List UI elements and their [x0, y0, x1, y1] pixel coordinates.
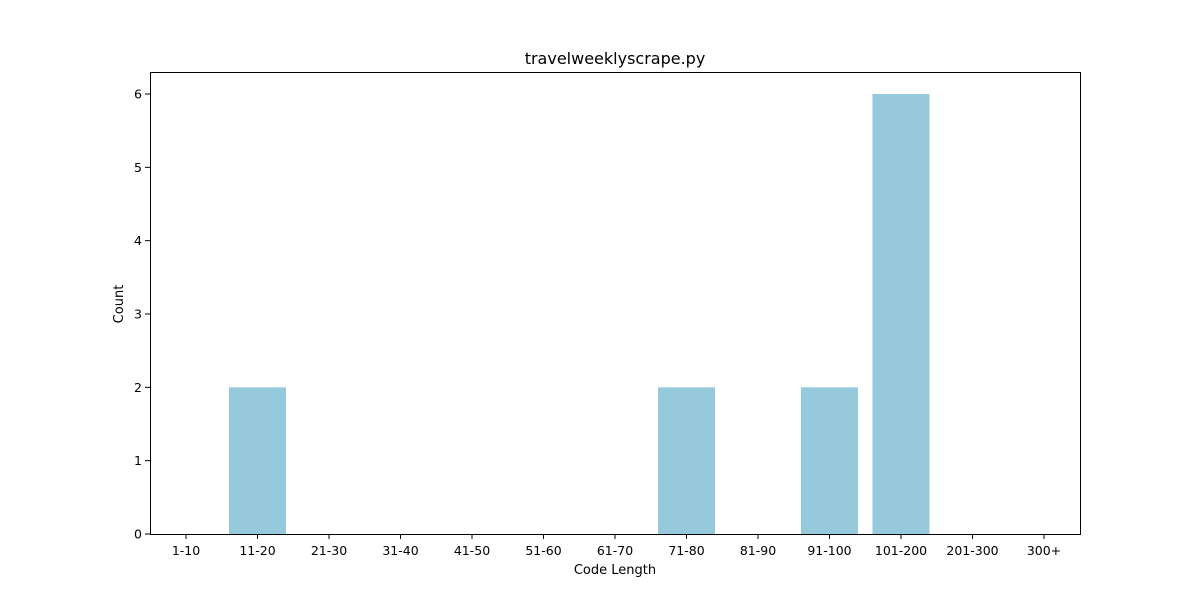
bar-71-80: [658, 387, 715, 534]
bar-91-100: [801, 387, 858, 534]
x-tick-label: 81-90: [740, 543, 776, 558]
x-tick-label: 51-60: [525, 543, 561, 558]
y-tick-label: 6: [134, 87, 142, 102]
x-tick-label: 91-100: [807, 543, 851, 558]
y-tick-label: 4: [134, 233, 142, 248]
y-axis-label: Count: [112, 285, 127, 324]
y-axis: 0 1 2 3 4 5 6: [134, 87, 150, 542]
y-tick-label: 5: [134, 160, 142, 175]
x-axis: 1-10 11-20 21-30 31-40 41-50 51-60 61-70 71-80 8…: [172, 534, 1061, 558]
y-tick-label: 0: [134, 527, 142, 542]
bar-101-200: [872, 94, 930, 534]
y-tick-label: 1: [134, 453, 142, 468]
x-tick-label: 11-20: [239, 543, 275, 558]
chart-title: travelweeklyscrape.py: [525, 49, 706, 68]
x-tick-label: 101-200: [875, 543, 927, 558]
y-tick-label: 3: [134, 307, 142, 322]
bar-11-20: [229, 387, 286, 534]
bars-group: [229, 94, 930, 534]
plot-frame: [150, 72, 1081, 535]
x-tick-label: 61-70: [597, 543, 633, 558]
x-tick-label: 201-300: [946, 543, 998, 558]
x-tick-label: 41-50: [454, 543, 490, 558]
y-tick-label: 2: [134, 380, 142, 395]
x-tick-label: 31-40: [382, 543, 418, 558]
x-tick-label: 71-80: [668, 543, 704, 558]
x-axis-label: Code Length: [574, 563, 656, 578]
x-tick-label: 21-30: [311, 543, 347, 558]
x-tick-label: 300+: [1027, 543, 1061, 558]
x-tick-label: 1-10: [172, 543, 200, 558]
